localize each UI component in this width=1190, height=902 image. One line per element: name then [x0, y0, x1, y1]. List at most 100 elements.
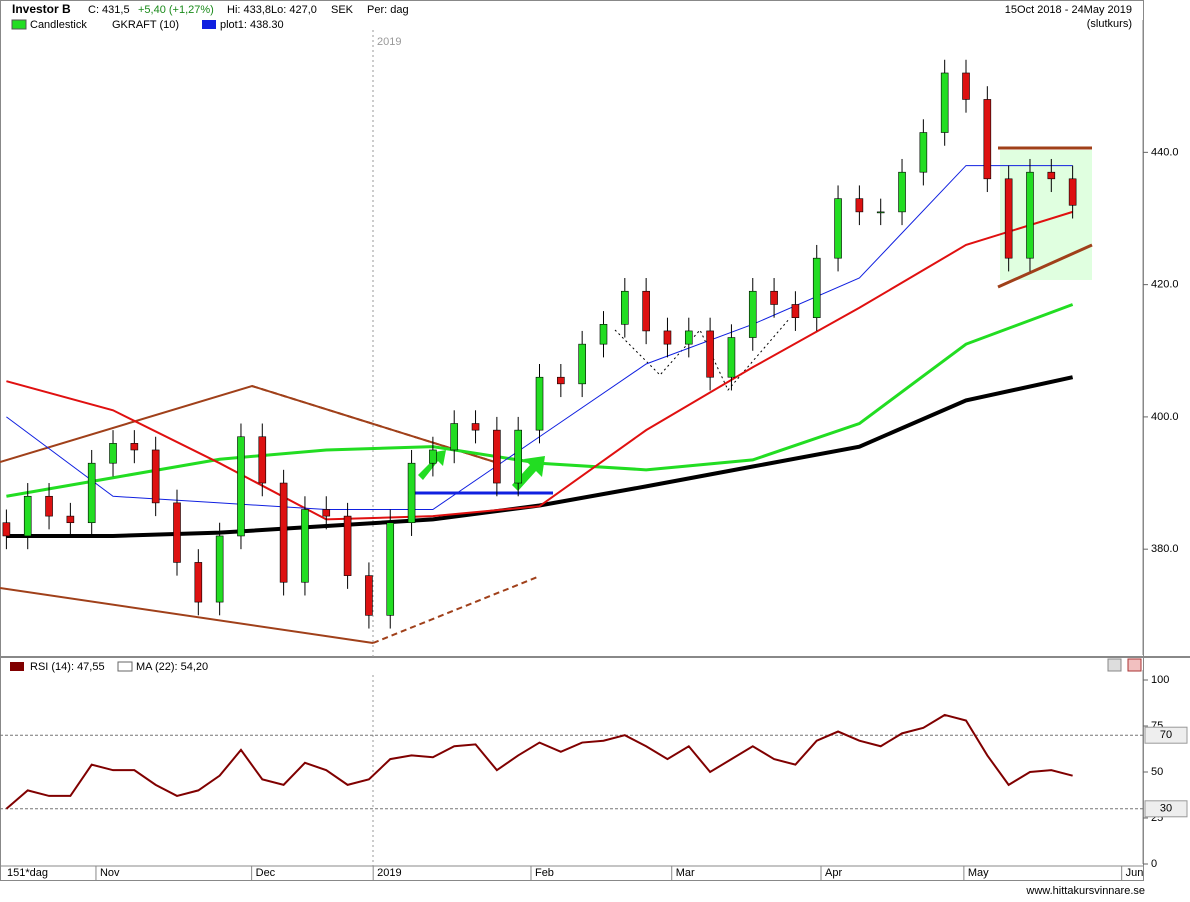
zoom-button[interactable]: [1107, 658, 1122, 672]
symbol: Investor B: [12, 2, 71, 16]
candle-body: [23, 495, 32, 537]
legend-entry[interactable]: Candlestick: [30, 19, 87, 31]
candle-body: [599, 324, 608, 345]
candle-body: [557, 376, 565, 385]
high: Hi: 433,8: [227, 4, 271, 16]
legend-swatch: [10, 662, 24, 671]
candle-body: [2, 522, 11, 537]
candle-body: [834, 198, 842, 259]
pattern-line: [614, 317, 791, 391]
candle-body: [258, 436, 267, 484]
candle-body: [130, 443, 139, 451]
triangle-zone: [1000, 150, 1092, 280]
candle-body: [173, 502, 181, 563]
candle-body: [983, 99, 992, 180]
x-tick-label: Mar: [676, 867, 695, 879]
currency: SEK: [331, 4, 354, 16]
legend-swatch: [202, 20, 216, 29]
candle-body: [109, 443, 117, 464]
candle-body: [407, 462, 416, 524]
range: 15Oct 2018 - 24May 2019: [1005, 4, 1132, 16]
candle-body: [514, 429, 522, 484]
close-button[interactable]: [1127, 658, 1142, 672]
candle-body: [237, 436, 245, 537]
low: Lo: 427,0: [271, 4, 317, 16]
rsi-header: [2, 660, 1102, 674]
triangle-bottom: [997, 243, 1093, 289]
candle-body: [962, 72, 970, 100]
candle-body: [663, 330, 672, 345]
candle-body: [642, 290, 650, 332]
candle-body: [45, 495, 53, 517]
x-tick-label: Jun: [1126, 867, 1144, 879]
y-tick-label: 0: [1151, 858, 1157, 870]
legend-entry[interactable]: MA (22): 54,20: [136, 661, 208, 673]
close: C: 431,5: [88, 4, 130, 16]
x-tick-label: 2019: [377, 867, 401, 879]
y-tick-label: 50: [1151, 766, 1163, 778]
candle-body: [471, 423, 480, 431]
candle-body: [450, 423, 459, 451]
watermark: www.hittakursvinnare.se: [1025, 885, 1145, 897]
candle-body: [343, 515, 352, 576]
x-tick-label: Dec: [256, 867, 276, 879]
legend-entry[interactable]: GKRAFT (10): [112, 19, 179, 31]
arrow: [418, 450, 446, 480]
x-tick-label: Nov: [100, 867, 120, 879]
candle-body: [151, 449, 160, 504]
year-label: 2019: [377, 36, 401, 48]
y-tick-label: 440.0: [1151, 146, 1179, 158]
bars-count: 151*dag: [7, 867, 48, 879]
candle-body: [727, 337, 736, 378]
candle-body: [812, 257, 821, 318]
candle-body: [919, 132, 928, 173]
candle-body: [386, 522, 395, 616]
y-tick-label: 380.0: [1151, 543, 1179, 555]
candle-body: [322, 509, 331, 517]
candle-body: [1026, 171, 1034, 259]
candle-body: [940, 72, 949, 133]
candle-body: [791, 304, 800, 318]
channel-line: [0, 587, 374, 644]
candle-body: [706, 330, 714, 378]
candle-body: [898, 171, 906, 213]
candle-body: [578, 343, 586, 385]
candle-body: [535, 376, 544, 431]
legend-entry[interactable]: plot1: 438.30: [220, 19, 284, 31]
x-tick-label: May: [968, 867, 989, 879]
rsi-line: [5, 713, 1073, 810]
legend-swatch: [11, 19, 27, 30]
candle-body: [194, 562, 203, 603]
candle-body: [429, 449, 437, 464]
candle-body: [1068, 178, 1077, 206]
level-box: [1144, 726, 1188, 744]
y-tick-label: 100: [1151, 674, 1169, 686]
candle-body: [748, 290, 757, 338]
candle-body: [365, 575, 373, 616]
candle-body: [66, 515, 75, 524]
mode: (slutkurs): [1087, 18, 1132, 30]
ma-line: [6, 210, 1073, 521]
legend-entry[interactable]: RSI (14): 47,55: [30, 661, 105, 673]
level-box: [1144, 800, 1188, 818]
candle-body: [215, 535, 224, 603]
change: +5,40 (+1,27%): [138, 4, 214, 16]
x-tick-label: Apr: [825, 867, 842, 879]
legend-swatch: [117, 661, 133, 672]
level-label: 30: [1160, 803, 1172, 815]
candle-body: [87, 462, 96, 524]
candle-body: [684, 330, 693, 345]
candle-body: [1004, 178, 1013, 259]
candle-body: [279, 482, 288, 583]
level-label: 70: [1160, 729, 1172, 741]
y-tick-label: 420.0: [1151, 279, 1179, 291]
ma-line: [6, 303, 1074, 498]
x-tick-label: Feb: [535, 867, 554, 879]
candle-body: [493, 429, 501, 484]
candle-body: [301, 509, 309, 583]
candle-body: [770, 290, 778, 305]
y-tick-label: 400.0: [1151, 411, 1179, 423]
period: Per: dag: [367, 4, 409, 16]
